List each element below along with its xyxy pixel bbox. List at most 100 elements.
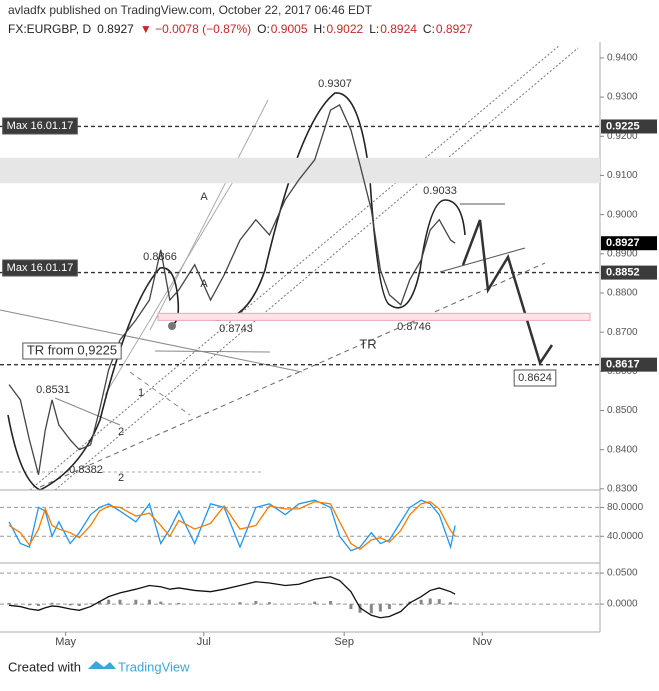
y-tick-label: 0.8800 <box>607 288 638 299</box>
y-tick-label: 0.8700 <box>607 327 638 338</box>
footer-created: Created with <box>8 659 81 674</box>
y-tick-label: 40.0000 <box>607 531 644 542</box>
histogram-bar <box>89 603 93 605</box>
change: ▼ −0.0078 (−0.87%) <box>140 22 251 36</box>
histogram-bar <box>297 603 301 605</box>
price-label: 0.8617 <box>606 359 640 371</box>
histogram-bar <box>387 604 391 610</box>
annotation: 0.8866 <box>143 251 177 263</box>
histogram-bar <box>27 604 31 606</box>
ohlc-key: O: <box>257 22 270 36</box>
histogram-bar <box>159 601 163 605</box>
last-price-label: 0.8927 <box>606 237 640 249</box>
zone <box>0 157 600 184</box>
ohlc-key: C: <box>423 22 435 36</box>
histogram-bar <box>222 603 226 605</box>
trend-line <box>154 350 271 353</box>
annotation: 0.8624 <box>518 372 552 384</box>
ohlc-value: 0.8924 <box>380 22 417 36</box>
histogram-bar <box>378 604 382 612</box>
annotation: 0.8382 <box>69 464 103 476</box>
ohlc-value: 0.8927 <box>436 22 473 36</box>
annotation: Max 16.01.17 <box>7 262 74 274</box>
annotation: 2 <box>118 472 124 484</box>
y-tick-label: 0.9200 <box>607 131 638 142</box>
annotation-box <box>22 342 122 360</box>
y-tick-label: 0.8500 <box>607 405 638 416</box>
histogram-bar <box>338 603 342 605</box>
histogram-bar <box>437 599 441 605</box>
price-label-box <box>601 265 657 280</box>
annotation: 0.8743 <box>219 323 253 335</box>
trend-line <box>0 309 303 373</box>
y-tick-label: 0.8900 <box>607 248 638 259</box>
price-label: 0.8852 <box>606 266 640 278</box>
annotation: TR from 0,9225 <box>27 342 117 357</box>
x-tick-label: Jul <box>197 636 211 648</box>
histogram-bar <box>419 599 423 605</box>
last-price-box <box>601 236 657 251</box>
histogram-bar <box>453 603 457 605</box>
histogram-bar <box>313 601 317 605</box>
y-tick-label: 0.9400 <box>607 53 638 64</box>
x-tick-label: Nov <box>472 636 492 648</box>
histogram-bar <box>209 604 213 605</box>
annotation: A <box>200 191 208 203</box>
price-label: 0.9225 <box>606 120 640 132</box>
histogram-bar <box>50 602 54 605</box>
histogram-bar <box>36 604 40 606</box>
curve <box>204 92 466 321</box>
trend-line <box>39 262 546 488</box>
histogram-bar <box>98 600 102 605</box>
price-line <box>8 104 456 475</box>
x-tick-label: May <box>55 636 76 648</box>
histogram-bar <box>77 604 81 606</box>
histogram-bar <box>369 604 373 614</box>
projection <box>461 219 554 366</box>
histogram-bar <box>107 599 111 605</box>
histogram-bar <box>68 604 72 606</box>
symbol: FX:EURGBP, D <box>8 22 91 36</box>
y-tick-label: 0.8300 <box>607 483 638 494</box>
histogram-bar <box>57 603 61 605</box>
price-label-box <box>601 119 657 134</box>
annotation: 0.9033 <box>423 185 457 197</box>
histogram-bar <box>238 602 242 605</box>
oscillator-line <box>8 500 456 551</box>
y-tick-label: 0.8400 <box>607 444 638 455</box>
histogram-bar <box>329 600 333 605</box>
histogram-bar <box>267 602 271 605</box>
marker <box>168 322 176 330</box>
histogram-bar <box>118 599 122 605</box>
macd-line <box>8 576 456 619</box>
channel-line <box>29 44 561 491</box>
y-tick-label: 0.9000 <box>607 209 638 220</box>
histogram-bar <box>168 603 172 605</box>
annotation: A <box>200 278 208 290</box>
annotation-box <box>513 369 557 387</box>
oscillator-line <box>8 499 456 552</box>
annotation: 1 <box>138 387 144 399</box>
histogram-bar <box>449 602 453 605</box>
annotation: TR <box>359 336 376 351</box>
footer-brand[interactable]: TradingView <box>118 659 190 674</box>
annotation-box <box>2 117 78 135</box>
trend-line <box>54 397 121 426</box>
histogram-bar <box>428 598 432 605</box>
y-tick-label: 0.0000 <box>607 599 638 610</box>
ohlc-value: 0.9022 <box>327 22 364 36</box>
annotation: 0.8746 <box>397 321 431 333</box>
logo <box>88 661 116 669</box>
zone <box>157 312 591 321</box>
last-price: 0.8927 <box>97 22 134 36</box>
ohlc-value: 0.9005 <box>271 22 308 36</box>
annotation: 2 <box>118 426 124 438</box>
histogram-bar <box>134 599 138 605</box>
drawings <box>0 42 601 669</box>
histogram-bar <box>399 604 403 606</box>
fib-line <box>104 169 241 396</box>
annotation-box <box>2 259 78 277</box>
y-tick-label: 0.0500 <box>607 568 638 579</box>
histogram-bar <box>147 599 151 605</box>
